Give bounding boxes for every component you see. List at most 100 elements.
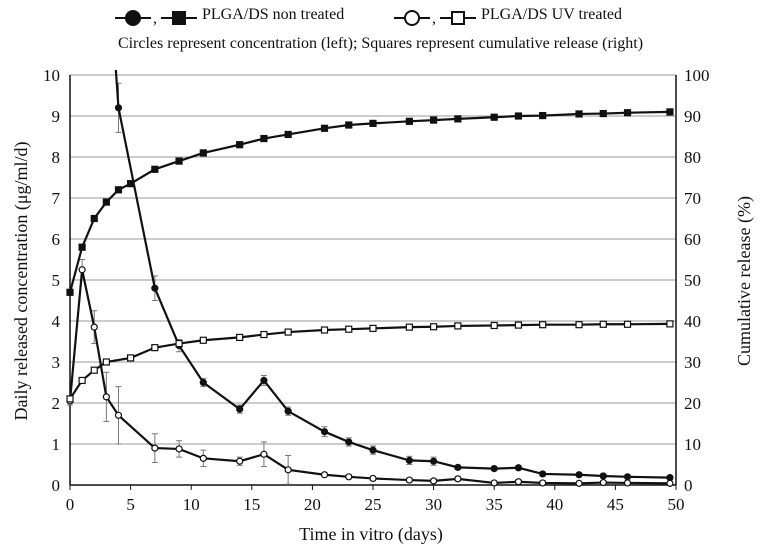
- x-tick-label: 20: [304, 495, 321, 514]
- data-point-circle: [575, 479, 583, 487]
- legend-markers: ,,: [115, 10, 476, 27]
- y-tick-label-left: 10: [43, 66, 60, 85]
- data-point-square: [454, 322, 462, 330]
- legend-circle-marker: [125, 10, 141, 26]
- data-point-square: [78, 376, 86, 385]
- y-tick-label-right: 40: [684, 312, 701, 331]
- grid-lines: [70, 74, 676, 486]
- legend-circle-marker: [404, 10, 420, 26]
- data-point-circle: [199, 454, 207, 462]
- data-point-square: [430, 116, 438, 124]
- data-point-circle: [405, 476, 413, 484]
- data-point-square: [236, 333, 244, 341]
- legend-separator: ,: [432, 10, 436, 27]
- data-point-circle: [454, 463, 462, 471]
- legend-label-uv-treated: PLGA/DS UV treated: [481, 6, 623, 23]
- data-point-square: [151, 344, 159, 352]
- data-point-square: [284, 328, 292, 336]
- data-point-square: [666, 320, 674, 328]
- x-tick-label: 15: [243, 495, 260, 514]
- data-point-circle: [666, 474, 674, 482]
- y-tick-label-right: 20: [684, 394, 701, 413]
- data-point-circle: [284, 407, 292, 415]
- data-point-square: [66, 395, 74, 403]
- data-point-square: [90, 366, 98, 374]
- data-point-circle: [320, 471, 329, 479]
- data-point-square: [599, 320, 607, 328]
- chart-annotation: Circles represent concentration (left); …: [117, 35, 644, 52]
- data-point-square: [369, 324, 377, 332]
- y-tick-label-right: 90: [684, 107, 701, 126]
- data-point-circle: [151, 444, 159, 452]
- data-point-square: [151, 165, 159, 173]
- data-point-square: [490, 113, 498, 121]
- data-point-circle: [430, 477, 438, 485]
- data-point-circle: [236, 405, 244, 413]
- data-point-square: [320, 124, 329, 132]
- data-point-circle: [260, 376, 268, 385]
- y-tick-label-left: 1: [52, 435, 61, 454]
- data-point-circle: [78, 266, 86, 274]
- series-line-4: [69, 322, 670, 400]
- y-tick-label-right: 30: [684, 353, 701, 372]
- data-point-circle: [284, 466, 292, 474]
- y-tick-label-left: 0: [52, 476, 61, 495]
- data-point-square: [345, 121, 353, 129]
- data-point-square: [126, 354, 135, 362]
- y-tick-label-right: 100: [684, 66, 710, 85]
- data-point-circle: [90, 323, 98, 331]
- y-tick-label-left: 2: [52, 394, 61, 413]
- data-point-square: [405, 323, 413, 331]
- y-tick-label-left: 8: [52, 148, 61, 167]
- data-point-circle: [114, 104, 123, 112]
- x-tick-label: 10: [183, 495, 200, 514]
- series-line-3: [68, 269, 670, 485]
- data-point-square: [236, 141, 244, 149]
- y-tick-label-left: 5: [52, 271, 61, 290]
- data-markers: [66, 104, 674, 487]
- data-point-square: [623, 320, 632, 328]
- y-tick-label-right: 10: [684, 435, 701, 454]
- data-point-circle: [599, 472, 607, 480]
- data-point-circle: [490, 479, 498, 487]
- data-point-square: [199, 336, 207, 344]
- data-point-square: [90, 214, 98, 223]
- data-point-circle: [539, 470, 547, 478]
- y-tick-label-right: 50: [684, 271, 701, 290]
- x-tick-label: 30: [425, 495, 442, 514]
- data-point-square: [454, 115, 462, 123]
- data-point-square: [114, 186, 123, 194]
- data-point-square: [405, 117, 413, 125]
- x-axis-label: Time in vitro (days): [299, 524, 443, 545]
- legend-separator: ,: [153, 10, 157, 27]
- data-point-circle: [454, 475, 462, 483]
- data-point-circle: [345, 438, 353, 446]
- x-tick-label: 40: [546, 495, 563, 514]
- x-tick-label: 5: [126, 495, 135, 514]
- data-point-circle: [369, 446, 377, 454]
- legend-label-non-treated: PLGA/DS non treated: [202, 6, 345, 23]
- data-point-square: [575, 110, 583, 118]
- data-point-square: [369, 119, 377, 127]
- y-tick-label-left: 7: [52, 189, 61, 208]
- x-tick-label: 45: [607, 495, 624, 514]
- data-point-circle: [175, 445, 183, 453]
- data-point-square: [490, 321, 498, 330]
- data-point-square: [175, 157, 183, 165]
- x-tick-label: 25: [365, 495, 382, 514]
- data-point-square: [284, 130, 292, 139]
- y-tick-label-right: 80: [684, 148, 701, 167]
- data-point-square: [575, 321, 583, 329]
- data-point-circle: [623, 473, 632, 481]
- data-point-square: [539, 111, 547, 120]
- data-point-square: [539, 321, 547, 329]
- data-point-circle: [199, 378, 207, 387]
- x-tick-label: 35: [486, 495, 503, 514]
- data-point-square: [102, 358, 110, 366]
- data-point-square: [199, 149, 207, 157]
- series-lines: [68, 70, 670, 485]
- error-bars: [67, 82, 673, 486]
- legend-square-marker: [172, 11, 186, 25]
- data-point-circle: [539, 479, 547, 487]
